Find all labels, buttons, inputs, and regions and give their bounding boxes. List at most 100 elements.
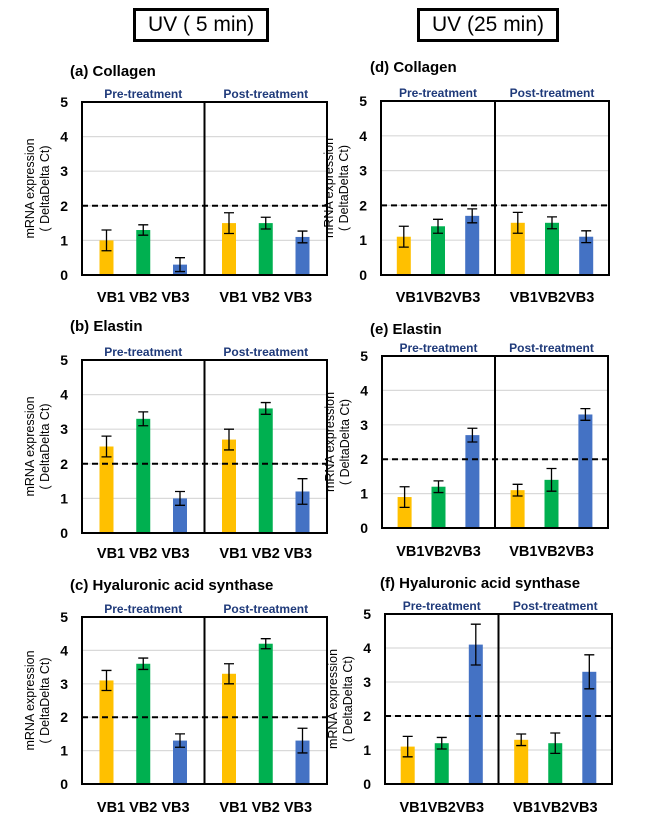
y-axis-label-line: ( DeltaDelta Ct) — [38, 657, 52, 743]
error-bar — [584, 654, 595, 690]
plot-frame — [384, 613, 613, 785]
y-tick-label: 2 — [360, 451, 368, 467]
error-bar — [260, 216, 271, 230]
bar-vb3 — [468, 644, 483, 784]
error-bar — [546, 467, 557, 492]
error-bar — [297, 230, 308, 244]
y-tick-label: 5 — [360, 348, 368, 364]
y-tick-label: 4 — [60, 642, 68, 658]
plot-frame — [81, 101, 328, 276]
error-bar — [260, 401, 271, 415]
bar-vb1 — [397, 497, 412, 528]
error-bar — [399, 486, 410, 509]
group-label: Post-treatment — [513, 599, 598, 613]
y-axis-label-line: ( DeltaDelta Ct) — [38, 145, 52, 231]
bar-vb1 — [99, 680, 114, 784]
group-label: Pre-treatment — [104, 345, 182, 359]
error-bar — [402, 735, 413, 758]
bar-vb1 — [222, 223, 236, 275]
y-tick-label: 2 — [359, 197, 367, 213]
y-axis-label-line: ( DeltaDelta Ct) — [337, 145, 351, 231]
error-bar — [433, 218, 443, 234]
y-tick-label: 0 — [60, 776, 68, 792]
chart-panel-5: (f) Hyaluronic acid synthase 0 1 2 3 4 5 mRNA e… — [326, 575, 613, 816]
error-bar — [175, 490, 185, 506]
y-axis-label: mRNA expression( DeltaDelta Ct) — [23, 138, 52, 238]
bar-vb2 — [545, 222, 559, 275]
chart-panel-1: (b) Elastin 0 1 2 3 4 5 mRNA expression( DeltaD… — [23, 318, 328, 562]
bar-vb3 — [295, 740, 310, 784]
error-bar — [516, 733, 527, 747]
bar-vb3 — [465, 435, 480, 528]
y-tick-label: 5 — [60, 352, 68, 368]
error-bar — [224, 663, 234, 685]
bar-vb2 — [136, 418, 151, 533]
y-tick-label: 2 — [60, 709, 68, 725]
group-label: Pre-treatment — [104, 87, 182, 101]
error-bar — [433, 480, 444, 494]
bar-vb2 — [258, 408, 273, 533]
y-tick-label: 2 — [60, 198, 68, 214]
header-uv-25min: UV (25 min) — [417, 8, 560, 42]
error-bar — [175, 733, 185, 748]
y-tick-label: 1 — [60, 743, 68, 759]
error-bar — [581, 230, 592, 244]
y-axis-label-line: ( DeltaDelta Ct) — [338, 399, 352, 485]
y-tick-label: 3 — [360, 417, 368, 433]
y-axis-label: mRNA expression( DeltaDelta Ct) — [23, 650, 52, 750]
y-tick-label: 1 — [60, 490, 68, 506]
chart-title: (b) Elastin — [70, 318, 143, 335]
bar-vb2 — [136, 663, 151, 784]
error-bar — [260, 638, 271, 650]
bar-vb1 — [222, 673, 236, 784]
y-tick-label: 4 — [60, 387, 68, 403]
x-category-labels: VB1VB2VB3 — [509, 544, 594, 560]
error-bar — [138, 411, 149, 427]
error-bar — [297, 727, 308, 754]
x-category-labels: VB1 VB2 VB3 — [219, 546, 312, 562]
y-tick-label: 5 — [359, 93, 367, 109]
bar-vb2 — [136, 230, 151, 275]
plot-frame — [81, 359, 328, 534]
bar-vb2 — [431, 486, 446, 528]
y-tick-label: 1 — [60, 232, 68, 248]
y-tick-label: 2 — [363, 708, 371, 724]
error-bar — [512, 211, 523, 234]
x-category-labels: VB1 VB2 VB3 — [97, 290, 190, 306]
error-bar — [297, 478, 308, 505]
x-category-labels: VB1VB2VB3 — [396, 290, 481, 306]
error-bar — [138, 224, 149, 236]
group-label: Pre-treatment — [104, 602, 182, 616]
error-bar — [467, 208, 478, 224]
y-axis-label-line: mRNA expression — [23, 396, 37, 496]
plot-frame — [81, 616, 328, 785]
y-tick-label: 1 — [363, 742, 371, 758]
y-axis-label-line: mRNA expression — [23, 138, 37, 238]
y-tick-label: 0 — [60, 525, 68, 541]
error-bar — [101, 435, 112, 458]
bar-vb3 — [295, 236, 310, 275]
chart-title: (e) Elastin — [370, 321, 442, 338]
y-tick-label: 3 — [363, 674, 371, 690]
plot-frame — [381, 355, 609, 529]
y-tick-label: 3 — [60, 676, 68, 692]
header-uv-5min: UV ( 5 min) — [133, 8, 270, 42]
y-tick-label: 0 — [60, 267, 68, 283]
group-label: Post-treatment — [223, 87, 308, 101]
group-label: Pre-treatment — [399, 341, 477, 355]
y-axis-label: mRNA expression( DeltaDelta Ct) — [323, 392, 352, 492]
y-tick-label: 1 — [360, 486, 368, 502]
x-category-labels: VB1 VB2 VB3 — [219, 290, 312, 306]
y-axis-label: mRNA expression( DeltaDelta Ct) — [23, 396, 52, 496]
y-axis-label-line: mRNA expression — [23, 650, 37, 750]
y-tick-label: 1 — [359, 232, 367, 248]
x-category-labels: VB1 VB2 VB3 — [97, 546, 190, 562]
error-bar — [512, 483, 523, 497]
error-bar — [224, 212, 234, 235]
y-axis-label-line: ( DeltaDelta Ct) — [38, 403, 52, 489]
bar-vb1 — [222, 439, 236, 533]
y-axis-label: mRNA expression( DeltaDelta Ct) — [326, 649, 355, 749]
y-axis-label-line: mRNA expression — [326, 649, 340, 749]
group-label: Post-treatment — [223, 345, 308, 359]
